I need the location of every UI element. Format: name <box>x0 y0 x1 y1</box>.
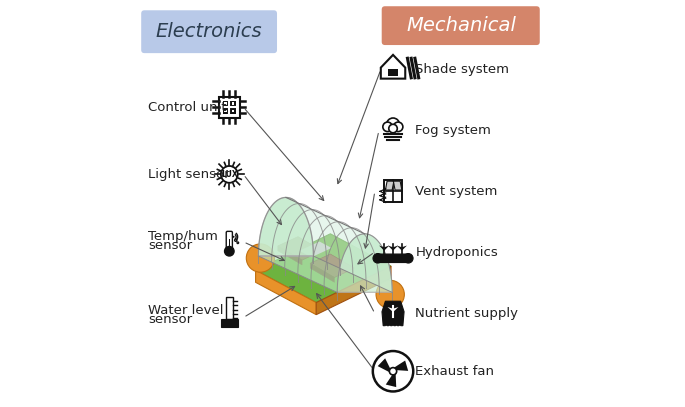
Text: Water level: Water level <box>149 304 224 317</box>
Circle shape <box>383 122 393 131</box>
Polygon shape <box>286 197 393 292</box>
Polygon shape <box>310 254 355 278</box>
FancyBboxPatch shape <box>221 319 238 327</box>
Polygon shape <box>394 361 408 371</box>
FancyBboxPatch shape <box>232 110 234 112</box>
Polygon shape <box>299 241 332 257</box>
Polygon shape <box>386 374 396 387</box>
Polygon shape <box>386 181 394 190</box>
Text: Electronics: Electronics <box>155 22 262 41</box>
Text: Light sensor: Light sensor <box>149 168 230 181</box>
Text: sensor: sensor <box>149 239 192 252</box>
FancyBboxPatch shape <box>382 6 540 45</box>
Polygon shape <box>256 270 316 315</box>
Circle shape <box>247 244 275 272</box>
Circle shape <box>221 166 238 183</box>
Polygon shape <box>393 181 402 190</box>
Polygon shape <box>379 245 384 251</box>
Text: Hydroponics: Hydroponics <box>415 245 498 258</box>
Polygon shape <box>377 254 408 263</box>
Circle shape <box>399 326 401 328</box>
Circle shape <box>389 368 397 375</box>
Polygon shape <box>382 301 404 326</box>
Text: LUX: LUX <box>221 170 238 179</box>
Polygon shape <box>278 236 322 260</box>
Polygon shape <box>310 263 334 282</box>
Text: Mechanical: Mechanical <box>406 16 516 35</box>
Circle shape <box>403 254 413 263</box>
Polygon shape <box>316 266 391 315</box>
FancyBboxPatch shape <box>224 102 227 105</box>
Text: Exhaust fan: Exhaust fan <box>415 365 495 378</box>
FancyBboxPatch shape <box>384 180 402 202</box>
FancyBboxPatch shape <box>232 102 234 105</box>
Text: Vent system: Vent system <box>415 185 497 198</box>
FancyBboxPatch shape <box>229 239 230 251</box>
Polygon shape <box>381 55 406 79</box>
Polygon shape <box>388 245 393 251</box>
Circle shape <box>373 254 382 263</box>
Text: Shade system: Shade system <box>415 63 509 76</box>
Circle shape <box>232 236 234 238</box>
FancyBboxPatch shape <box>226 231 232 252</box>
Text: Fog system: Fog system <box>415 124 491 137</box>
Circle shape <box>225 247 234 256</box>
Polygon shape <box>377 358 391 372</box>
Polygon shape <box>258 197 393 292</box>
Polygon shape <box>337 234 393 292</box>
Text: Nutrient supply: Nutrient supply <box>415 307 519 320</box>
Circle shape <box>389 326 390 328</box>
FancyBboxPatch shape <box>226 297 233 319</box>
Text: Temp/hum: Temp/hum <box>149 230 219 243</box>
Polygon shape <box>278 246 302 265</box>
Circle shape <box>386 118 399 131</box>
FancyBboxPatch shape <box>223 101 236 114</box>
FancyBboxPatch shape <box>219 96 240 118</box>
Polygon shape <box>256 234 391 302</box>
Circle shape <box>376 280 404 309</box>
Text: Control unit: Control unit <box>149 101 227 114</box>
FancyBboxPatch shape <box>141 10 277 53</box>
Circle shape <box>389 124 397 133</box>
Circle shape <box>373 351 413 392</box>
Circle shape <box>386 326 387 328</box>
FancyBboxPatch shape <box>388 69 398 77</box>
Polygon shape <box>393 307 399 312</box>
FancyBboxPatch shape <box>224 110 227 112</box>
Circle shape <box>395 326 397 328</box>
Polygon shape <box>393 245 398 251</box>
Text: sensor: sensor <box>149 313 192 326</box>
Circle shape <box>393 326 394 328</box>
Polygon shape <box>258 197 314 256</box>
Polygon shape <box>402 245 407 251</box>
Circle shape <box>393 122 403 131</box>
Polygon shape <box>384 245 389 251</box>
Polygon shape <box>397 245 402 251</box>
Polygon shape <box>388 307 393 312</box>
